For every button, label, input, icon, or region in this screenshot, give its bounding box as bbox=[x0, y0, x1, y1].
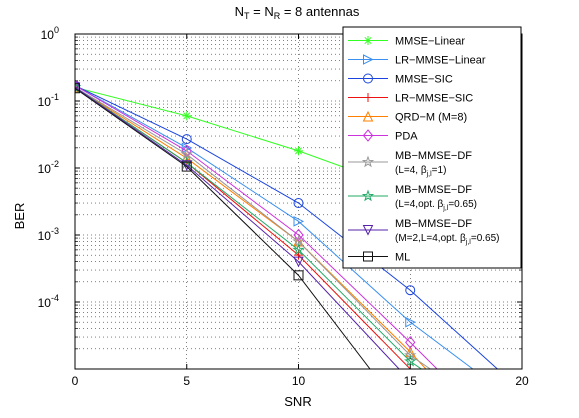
legend-label-params: (L=4,opt. βj,l=0.65) bbox=[395, 199, 477, 212]
data-point bbox=[294, 146, 303, 156]
y-axis-label: BER bbox=[12, 203, 27, 230]
x-tick-label: 20 bbox=[515, 374, 529, 388]
data-point bbox=[293, 198, 304, 209]
legend-label-params: (L=4, βj,l=1) bbox=[395, 165, 446, 178]
legend: MMSE−Linear LR−MMSE−Linear MMSE−SIC LR−MMSE… bbox=[342, 26, 522, 269]
legend-entry: MB−MMSE−DF (M=2,L=4,opt. βj,l=0.65) bbox=[348, 218, 500, 246]
x-tick-label: 5 bbox=[183, 374, 190, 388]
data-point bbox=[293, 216, 305, 227]
legend-label-params: (M=2,L=4,opt. βj,l=0.65) bbox=[395, 233, 500, 246]
x-tick-label: 0 bbox=[72, 374, 79, 388]
legend-label: PDA bbox=[395, 131, 418, 143]
series-line bbox=[75, 85, 474, 369]
legend-marker bbox=[363, 93, 373, 102]
x-tick-label: 10 bbox=[292, 374, 306, 388]
legend-label: MMSE−Linear bbox=[395, 36, 465, 48]
data-point bbox=[293, 270, 304, 281]
data-point bbox=[292, 243, 305, 256]
y-tick-label: 10-3 bbox=[38, 226, 59, 243]
data-point bbox=[182, 111, 192, 121]
legend-entry: LR−MMSE−Linear bbox=[348, 54, 486, 67]
y-tick-label: 10-2 bbox=[38, 159, 59, 176]
chart-title: NT = NR = 8 antennas bbox=[235, 4, 360, 21]
legend-label: LR−MMSE−SIC bbox=[395, 93, 473, 105]
legend-marker bbox=[361, 189, 375, 202]
legend-entry: MMSE−Linear bbox=[348, 36, 465, 48]
legend-entry: LR−MMSE−SIC bbox=[348, 93, 473, 105]
legend-marker bbox=[363, 54, 374, 65]
x-tick-label: 15 bbox=[404, 374, 418, 388]
legend-label: MB−MMSE−DF bbox=[395, 218, 472, 230]
y-tick-label: 10-1 bbox=[38, 92, 59, 109]
legend-entry: QRD−M (M=8) bbox=[348, 110, 467, 124]
legend-label: ML bbox=[395, 252, 410, 264]
legend-marker bbox=[363, 73, 373, 84]
data-point bbox=[75, 83, 80, 94]
legend-marker bbox=[362, 110, 374, 122]
data-point bbox=[404, 354, 417, 367]
legend-label: MMSE−SIC bbox=[395, 74, 453, 86]
data-point bbox=[405, 285, 416, 296]
legend-label: MB−MMSE−DF bbox=[395, 150, 472, 162]
series-line bbox=[75, 85, 498, 369]
data-point bbox=[181, 134, 192, 145]
data-point bbox=[293, 256, 304, 268]
data-point bbox=[405, 336, 416, 349]
data-point bbox=[405, 316, 416, 328]
series-line bbox=[75, 86, 422, 369]
data-point bbox=[293, 228, 304, 242]
legend-entry: MB−MMSE−DF (L=4,opt. βj,l=0.65) bbox=[348, 184, 477, 212]
series-9 bbox=[75, 83, 371, 369]
series-line bbox=[75, 87, 371, 369]
legend-marker bbox=[363, 36, 373, 45]
legend-entry: MB−MMSE−DF (L=4, βj,l=1) bbox=[348, 150, 472, 178]
data-point bbox=[75, 82, 81, 93]
legend-marker bbox=[362, 129, 374, 142]
y-tick-label: 100 bbox=[41, 25, 59, 42]
x-axis-label: SNR bbox=[284, 394, 311, 409]
y-tick-label: 10-4 bbox=[38, 293, 59, 310]
legend-marker bbox=[362, 225, 374, 236]
legend-marker bbox=[361, 155, 375, 168]
legend-entry: PDA bbox=[348, 129, 418, 143]
legend-entry: ML bbox=[348, 251, 410, 264]
legend-marker bbox=[363, 251, 373, 262]
legend-label: QRD−M (M=8) bbox=[395, 112, 467, 124]
series-line bbox=[75, 86, 400, 369]
legend-box bbox=[342, 26, 522, 269]
data-point bbox=[181, 161, 192, 172]
legend-entry: MMSE−SIC bbox=[348, 73, 453, 86]
legend-label: LR−MMSE−Linear bbox=[395, 55, 486, 67]
plot-series bbox=[75, 79, 522, 369]
series-line bbox=[75, 86, 431, 369]
legend-label: MB−MMSE−DF bbox=[395, 184, 472, 196]
